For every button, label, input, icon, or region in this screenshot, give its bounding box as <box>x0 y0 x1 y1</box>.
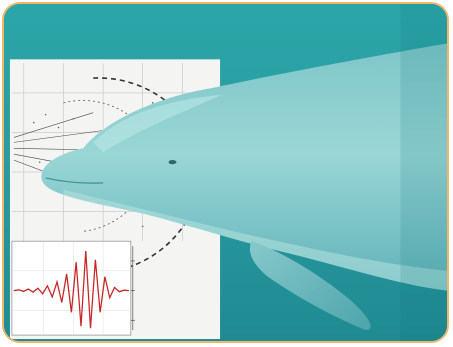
waveform-inset <box>11 240 135 336</box>
dolphin-pectoral-fin <box>249 241 371 331</box>
dolphin <box>41 43 447 331</box>
dolphin-echolocation-illustration <box>4 4 447 341</box>
waveform-trace <box>13 251 129 329</box>
dolphin-eye <box>168 159 177 165</box>
image-frame <box>2 2 449 343</box>
dolphin-body <box>41 43 447 291</box>
